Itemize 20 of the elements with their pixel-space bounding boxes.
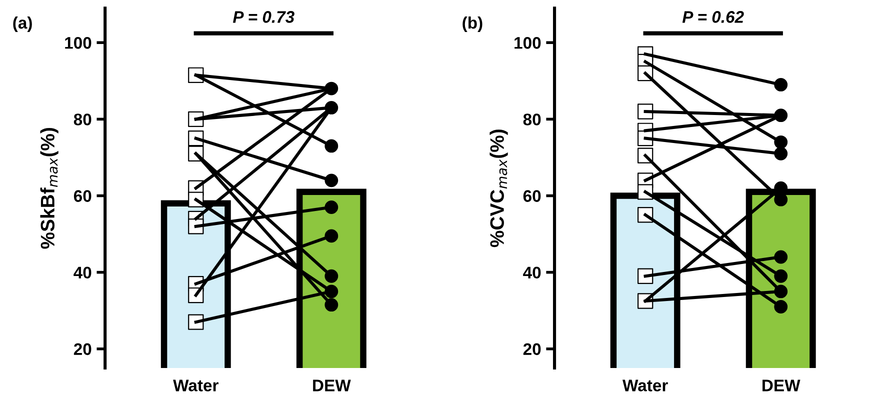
x-tick-label: DEW bbox=[762, 380, 800, 392]
y-axis-title: %CVC$_{max}$(%) bbox=[490, 130, 508, 248]
y-tick-label: 40 bbox=[74, 266, 92, 279]
y-tick-label: 100 bbox=[514, 37, 541, 49]
y-tick-label: 80 bbox=[523, 114, 541, 126]
y-tick-label: 40 bbox=[523, 266, 541, 279]
annotation: P = 0.62 bbox=[682, 11, 744, 23]
x-tick-label: Water bbox=[622, 380, 668, 392]
y-axis-title: %SkBf$_{max}$(%) bbox=[40, 128, 58, 249]
y-tick-label: 20 bbox=[523, 343, 541, 356]
chart-title: (a) bbox=[13, 16, 32, 32]
x-tick-label: Water bbox=[173, 380, 218, 392]
y-tick-label: 20 bbox=[74, 343, 92, 356]
y-tick-label: 60 bbox=[523, 190, 541, 202]
chart-title: (b) bbox=[462, 16, 482, 32]
y-tick-label: 100 bbox=[65, 37, 92, 49]
y-tick-label: 80 bbox=[74, 114, 92, 126]
x-tick-label: DEW bbox=[313, 380, 351, 392]
annotation: P = 0.73 bbox=[232, 11, 294, 23]
y-tick-label: 60 bbox=[74, 190, 92, 202]
